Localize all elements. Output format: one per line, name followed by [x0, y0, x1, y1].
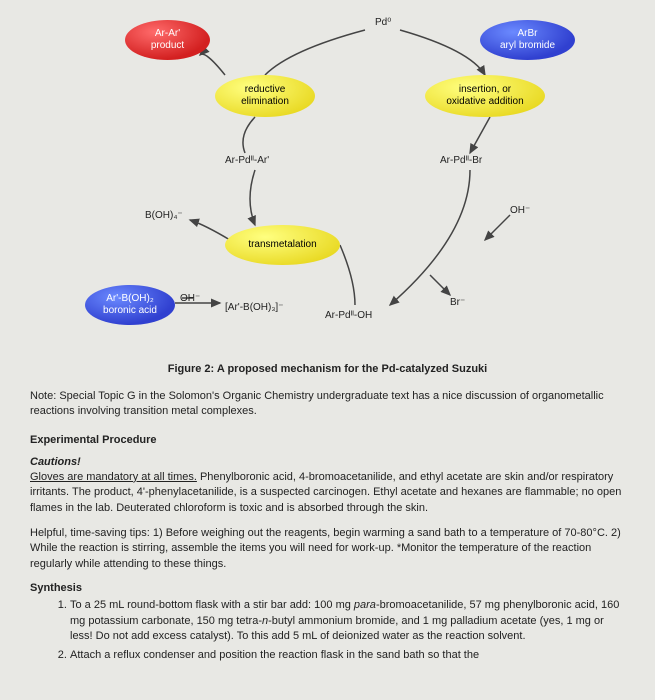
cautions-underline: Gloves are mandatory at all times.	[30, 471, 197, 483]
label-arpdar: Ar-Pdᴵᴵ-Ar'	[225, 155, 269, 166]
node-transmetalation: transmetalation	[225, 225, 340, 265]
node-boronic: Ar'-B(OH)₂ boronic acid	[85, 285, 175, 325]
label-arpdbr: Ar-Pdᴵᴵ-Br	[440, 155, 482, 166]
experimental-title: Experimental Procedure	[30, 434, 625, 446]
label-br: Br⁻	[450, 297, 465, 308]
node-arbr: ArBr aryl bromide	[480, 20, 575, 60]
synthesis-list: To a 25 mL round-bottom flask with a sti…	[30, 598, 625, 664]
node-insertion: insertion, or oxidative addition	[425, 75, 545, 117]
label-boh4: B(OH)₄⁻	[145, 210, 183, 221]
label-arpdoh: Ar-Pdᴵᴵ-OH	[325, 310, 372, 321]
synthesis-title: Synthesis	[30, 582, 625, 594]
label-arboh3: [Ar'-B(OH)₃]⁻	[225, 302, 283, 313]
node-product: Ar-Ar' product	[125, 20, 210, 60]
note-text: Note: Special Topic G in the Solomon's O…	[30, 389, 625, 420]
step-1: To a 25 mL round-bottom flask with a sti…	[70, 598, 625, 644]
mechanism-diagram: Ar-Ar' product ArBr aryl bromide reducti…	[30, 15, 625, 355]
cautions-body: Gloves are mandatory at all times. Pheny…	[30, 470, 625, 516]
label-oh1: OH⁻	[510, 205, 530, 216]
tips-text: Helpful, time-saving tips: 1) Before wei…	[30, 526, 625, 572]
cautions-title: Cautions!	[30, 456, 625, 468]
label-pd0: Pd⁰	[375, 17, 391, 28]
figure-caption: Figure 2: A proposed mechanism for the P…	[30, 363, 625, 375]
label-oh2: OH⁻	[180, 293, 200, 304]
node-reductive: reductive elimination	[215, 75, 315, 117]
step-2: Attach a reflux condenser and position t…	[70, 648, 625, 663]
